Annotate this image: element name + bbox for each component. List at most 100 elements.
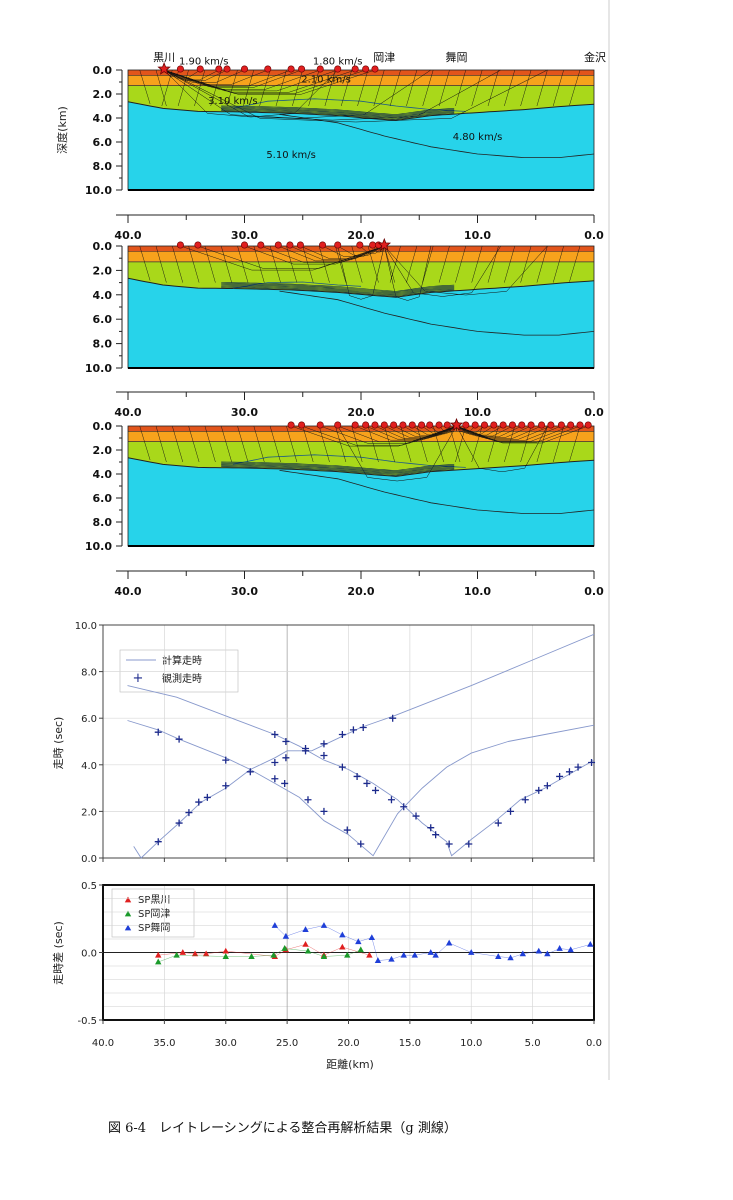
- legend-obs-marker: +: [133, 671, 144, 686]
- ray: [335, 245, 347, 283]
- station-marker: [296, 241, 304, 249]
- legend-label: SP黒川: [138, 894, 170, 906]
- ray: [406, 245, 418, 283]
- ray: [177, 69, 189, 107]
- ray: [139, 425, 151, 461]
- obs-travel-time-point: [565, 768, 573, 776]
- velocity-label: 3.10 km/s: [208, 96, 258, 107]
- ray: [322, 245, 385, 257]
- ray: [155, 425, 167, 463]
- station-marker: [316, 421, 324, 429]
- obs-travel-time-point: [494, 819, 502, 827]
- station-marker: [319, 241, 327, 249]
- y-tick-label: 0.0: [93, 64, 113, 77]
- ray: [552, 69, 564, 107]
- obs-travel-time-point: [281, 779, 289, 787]
- ray: [456, 425, 532, 438]
- ray: [504, 69, 516, 107]
- residual-point: [304, 947, 312, 954]
- obs-travel-time-point: [302, 744, 310, 752]
- boundary-basin: [127, 277, 595, 298]
- residual-point: [202, 950, 210, 957]
- residual-point: [544, 950, 551, 957]
- residual-point: [302, 941, 309, 947]
- ray: [449, 425, 461, 463]
- y-tick-label: 8.0: [81, 668, 97, 679]
- ray-paths: [139, 69, 581, 123]
- x-tick-label: 35.0: [153, 1038, 175, 1049]
- ray: [455, 425, 467, 463]
- y-tick-label: 2.0: [93, 444, 113, 457]
- residual-point: [282, 932, 290, 939]
- ray: [269, 425, 281, 463]
- station-marker: [408, 421, 416, 429]
- y-tick-label: 2.0: [93, 88, 113, 101]
- residual-point: [368, 934, 376, 941]
- ray: [221, 465, 455, 475]
- y-tick-label: 6.0: [81, 714, 97, 725]
- station-marker: [298, 65, 306, 73]
- station-marker: [508, 421, 516, 429]
- ray: [221, 462, 455, 472]
- station-marker: [176, 241, 184, 249]
- ray: [504, 245, 516, 283]
- x-tick-label: 0.0: [584, 229, 604, 242]
- x-tick-label: 10.0: [464, 585, 491, 598]
- residual-point: [179, 949, 186, 955]
- obs-travel-time-point: [320, 751, 328, 759]
- obs-travel-time-point: [222, 782, 230, 790]
- residual-point: [587, 941, 594, 947]
- y-tick-label: 2.0: [93, 264, 113, 277]
- ray: [221, 286, 455, 296]
- obs-travel-time-point: [343, 826, 351, 834]
- y-tick-label: 0.5: [81, 881, 97, 892]
- obs-travel-time-point: [521, 796, 529, 804]
- obs-travel-time-point: [349, 726, 357, 734]
- velocity-label: 1.90 km/s: [179, 56, 229, 67]
- ray: [569, 425, 581, 462]
- ray: [278, 245, 385, 262]
- ray: [253, 425, 265, 463]
- residual-legend: SP黒川 SP岡津 SP舞岡: [111, 888, 195, 938]
- residual-point: [248, 953, 255, 959]
- y-tick-label: 10.0: [85, 362, 112, 375]
- y-tick-label: 4.0: [81, 761, 97, 772]
- ray: [351, 245, 363, 283]
- ray: [389, 245, 401, 283]
- obs-travel-time-point: [282, 754, 290, 762]
- y-tick-label: 10.0: [85, 540, 112, 553]
- ray: [412, 425, 457, 436]
- residual-point: [432, 951, 439, 958]
- ray: [221, 110, 455, 120]
- ray-paths: [139, 425, 589, 482]
- ray: [456, 425, 513, 437]
- ray: [220, 425, 232, 463]
- residual-point: [339, 943, 346, 950]
- ray: [471, 69, 483, 107]
- residual-point: [302, 926, 309, 932]
- ray: [416, 425, 428, 463]
- obs-travel-time-point: [175, 735, 183, 743]
- obs-travel-time-point: [154, 728, 162, 736]
- legend-swatch: [124, 896, 132, 903]
- ray: [487, 425, 499, 463]
- x-tick-label: 20.0: [347, 406, 374, 419]
- ray: [421, 425, 457, 435]
- travel-time-chart: 計算走時 + 観測走時 走時 (sec) 0.0 2.0 4.0 6.0 8.0 10.0: [52, 621, 596, 865]
- ray: [422, 245, 434, 283]
- ray: [536, 245, 548, 283]
- legend-swatch: [124, 910, 132, 917]
- ray: [335, 425, 347, 463]
- place-label: 金沢: [584, 50, 606, 64]
- ray: [164, 69, 302, 88]
- legend-calc-label: 計算走時: [162, 654, 202, 667]
- obs-travel-time-point: [432, 831, 440, 839]
- y-tick-label: 6.0: [93, 136, 113, 149]
- y-tick-label: 8.0: [93, 516, 113, 529]
- ray: [302, 425, 314, 463]
- x-tick-label: 20.0: [347, 229, 374, 242]
- station-marker: [418, 421, 426, 429]
- ray: [163, 69, 338, 118]
- station-marker: [369, 241, 377, 249]
- ray: [221, 109, 455, 119]
